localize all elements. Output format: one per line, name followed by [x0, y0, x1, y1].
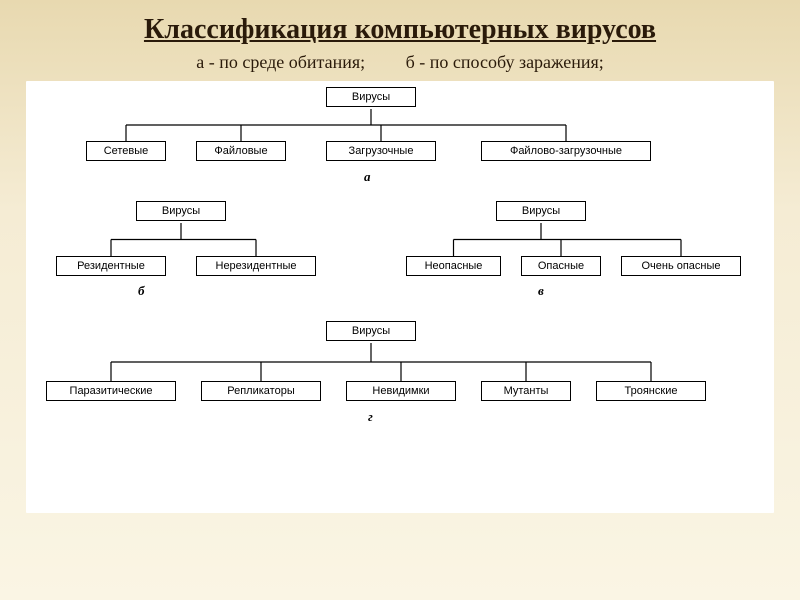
tree-g-child-3: Мутанты — [481, 381, 571, 401]
tree-g-child-4: Троянские — [596, 381, 706, 401]
tree-a-child-3: Файлово-загрузочные — [481, 141, 651, 161]
tree-v-child-1: Опасные — [521, 256, 601, 276]
tree-g-root: Вирусы — [326, 321, 416, 341]
tree-v-child-0: Неопасные — [406, 256, 501, 276]
tree-v-child-2: Очень опасные — [621, 256, 741, 276]
tree-g-child-2: Невидимки — [346, 381, 456, 401]
tree-g-child-0: Паразитические — [46, 381, 176, 401]
subtitle-b: б - по способу заражения; — [406, 52, 604, 73]
subtitle: а - по среде обитания; б - по способу за… — [26, 52, 774, 73]
tree-a-root: Вирусы — [326, 87, 416, 107]
tree-a-child-0: Сетевые — [86, 141, 166, 161]
slide: Классификация компьютерных вирусов а - п… — [0, 0, 800, 600]
tree-g-child-1: Репликаторы — [201, 381, 321, 401]
tree-v-caption: в — [538, 283, 544, 299]
tree-v-root: Вирусы — [496, 201, 586, 221]
diagram-panel: Вирусы Сетевые Файловые Загрузочные Файл… — [26, 81, 774, 513]
tree-a-child-2: Загрузочные — [326, 141, 436, 161]
page-title: Классификация компьютерных вирусов — [26, 14, 774, 46]
tree-b-child-0: Резидентные — [56, 256, 166, 276]
tree-a-caption: а — [364, 169, 371, 185]
tree-a-child-1: Файловые — [196, 141, 286, 161]
tree-b-root: Вирусы — [136, 201, 226, 221]
tree-b-caption: б — [138, 283, 145, 299]
tree-g-caption: г — [368, 409, 373, 425]
subtitle-a: а - по среде обитания; — [196, 52, 365, 73]
tree-b-child-1: Нерезидентные — [196, 256, 316, 276]
